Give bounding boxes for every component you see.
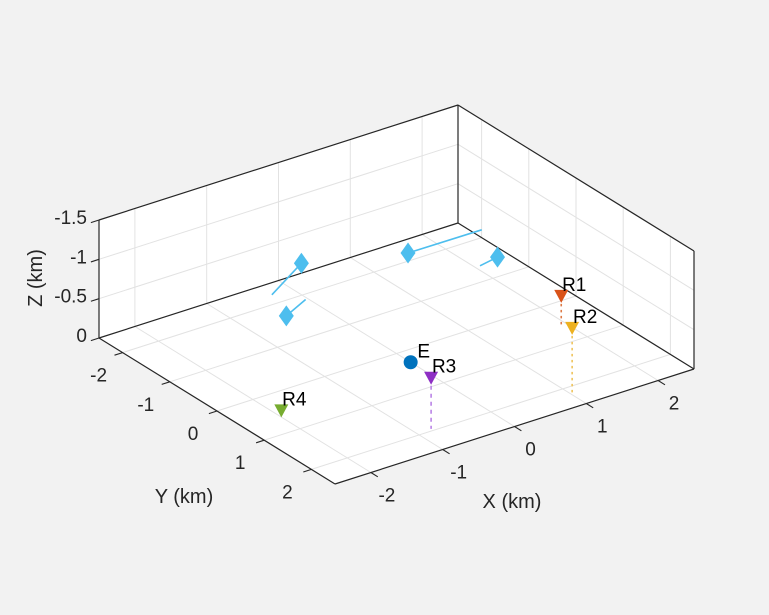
floor-grid-y	[311, 353, 671, 470]
y-tick-label: 1	[235, 453, 246, 474]
platform-marker-2	[278, 305, 294, 327]
axis-edge	[98, 104, 459, 221]
wall-grid-z	[98, 183, 459, 300]
receiver-label-R2: R2	[573, 307, 597, 328]
x-axis-label: X (km)	[483, 491, 542, 513]
wall-grid-z	[457, 143, 695, 291]
floor-grid-y	[169, 266, 529, 383]
emitter-label: E	[417, 341, 430, 362]
platform-marker-1	[293, 252, 309, 274]
z-tick	[90, 219, 100, 224]
x-tick-label: -1	[450, 463, 467, 484]
y-tick-label: 2	[282, 482, 293, 503]
x-tick-label: -2	[378, 486, 395, 507]
x-tick-label: 2	[669, 394, 680, 415]
receiver-label-R4: R4	[282, 389, 307, 410]
floor-grid-y	[264, 324, 624, 441]
y-tick	[114, 352, 123, 356]
axis-ticks-and-labels: -2 -1 0 1 2 -2 -1 0 1 2 0 -0.5 -1 -1.5	[54, 208, 679, 507]
y-tick-label: -1	[137, 395, 154, 416]
floor-grid-y	[122, 237, 482, 354]
wall-grid-z	[98, 143, 459, 260]
z-tick	[90, 258, 100, 263]
y-tick-label: 0	[188, 424, 199, 445]
z-axis-label: Z (km)	[25, 249, 47, 307]
z-tick	[90, 337, 100, 342]
z-tick	[90, 298, 100, 302]
receiver-label-R3: R3	[432, 357, 456, 378]
platform-trail-1	[271, 262, 302, 296]
x-tick	[514, 426, 522, 432]
y-axis-label: Y (km)	[155, 486, 214, 508]
receiver-label-R1: R1	[562, 275, 586, 296]
receiver-marker-R2	[565, 321, 580, 335]
axis-labels: X (km) Y (km) Z (km)	[25, 249, 541, 513]
y-tick-label: -2	[90, 366, 107, 387]
y-tick	[255, 439, 265, 444]
receiver-marker-R1	[554, 289, 569, 303]
axis-edge	[98, 222, 459, 339]
receiver-marker-R3	[424, 371, 439, 385]
x-tick-label: 1	[597, 417, 608, 438]
z-tick-label: -1.5	[54, 208, 87, 229]
platform-marker-3	[400, 242, 416, 264]
receivers-group: R1 R2 R3 R4	[274, 275, 597, 429]
y-tick	[161, 381, 170, 385]
x-tick	[442, 449, 450, 455]
axis-edge	[457, 104, 695, 252]
platform-trail-3	[407, 229, 482, 254]
x-tick-label: 0	[525, 440, 536, 461]
z-tick-label: -1	[70, 247, 87, 268]
z-tick-label: -0.5	[54, 287, 87, 308]
wall-grid-z	[457, 183, 695, 331]
y-tick	[208, 410, 218, 415]
x-tick	[586, 403, 594, 409]
emitter-marker	[403, 355, 418, 370]
receiver-marker-R4	[274, 404, 289, 418]
floor-grid-y	[216, 295, 577, 412]
z-tick-label: 0	[76, 326, 87, 347]
platforms-group	[271, 229, 506, 327]
x-tick	[370, 472, 379, 478]
platform-marker-4	[490, 246, 506, 268]
x-tick	[657, 380, 666, 386]
emitter-group: E	[403, 341, 430, 370]
grid-lines	[98, 116, 695, 473]
y-tick	[303, 468, 312, 473]
